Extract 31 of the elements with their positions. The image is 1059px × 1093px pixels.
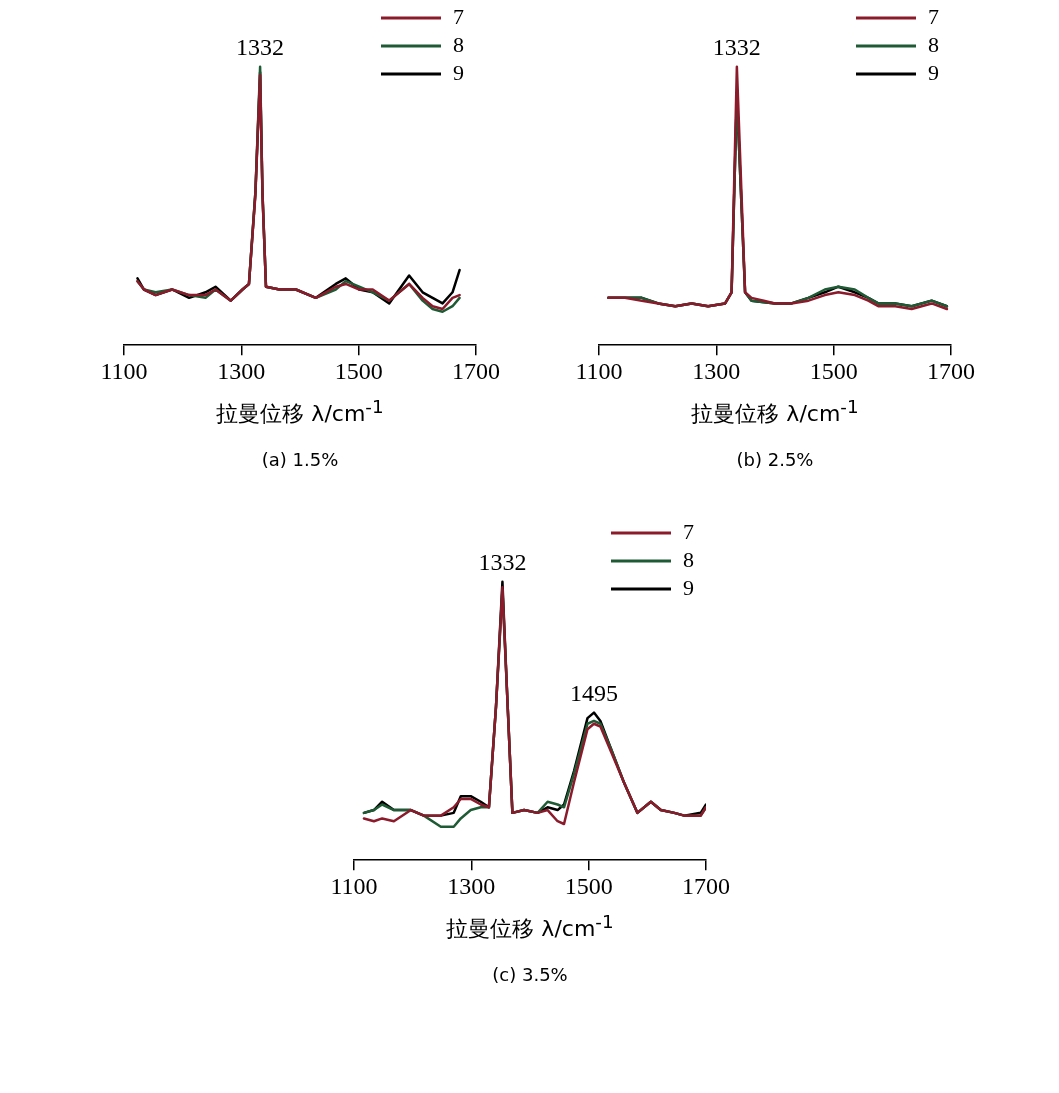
x-tick-label: 1500 xyxy=(809,357,858,384)
text: (c) 3.5% xyxy=(491,964,569,986)
x-tick-label: 1300 xyxy=(447,872,496,899)
legend-label: 7 xyxy=(683,518,694,544)
legend-label: 7 xyxy=(928,3,939,29)
legend-label: 9 xyxy=(453,59,464,85)
x-axis-title: 拉曼位移 λ/cm$^{-1}$ xyxy=(445,911,615,944)
x-tick-label: 1100 xyxy=(100,357,148,384)
x-tick-label: 1700 xyxy=(452,357,500,384)
legend-label: 8 xyxy=(683,546,694,572)
x-tick-label: 1500 xyxy=(564,872,613,899)
annotation: 1332 xyxy=(478,549,527,576)
x-tick-label: 1300 xyxy=(692,357,741,384)
legend-label: 8 xyxy=(928,31,939,57)
x-tick-label: 1500 xyxy=(334,357,383,384)
annotation: 1495 xyxy=(569,679,618,706)
legend-label: 9 xyxy=(928,59,939,85)
text: (a) 1.5% xyxy=(260,449,340,471)
x-tick-label: 1300 xyxy=(217,357,266,384)
x-tick-label: 1700 xyxy=(682,872,730,899)
legend-label: 8 xyxy=(453,31,464,57)
text: (b) 2.5% xyxy=(735,449,815,471)
legend-label: 9 xyxy=(683,574,694,600)
x-axis-title: 拉曼位移 λ/cm$^{-1}$ xyxy=(215,396,385,429)
x-tick-label: 1700 xyxy=(927,357,975,384)
x-tick-label: 1100 xyxy=(575,357,623,384)
x-axis-title: 拉曼位移 λ/cm$^{-1}$ xyxy=(690,396,860,429)
annotation: 1332 xyxy=(236,34,285,61)
legend-label: 7 xyxy=(453,3,464,29)
x-tick-label: 1100 xyxy=(330,872,378,899)
annotation: 1332 xyxy=(712,34,761,61)
